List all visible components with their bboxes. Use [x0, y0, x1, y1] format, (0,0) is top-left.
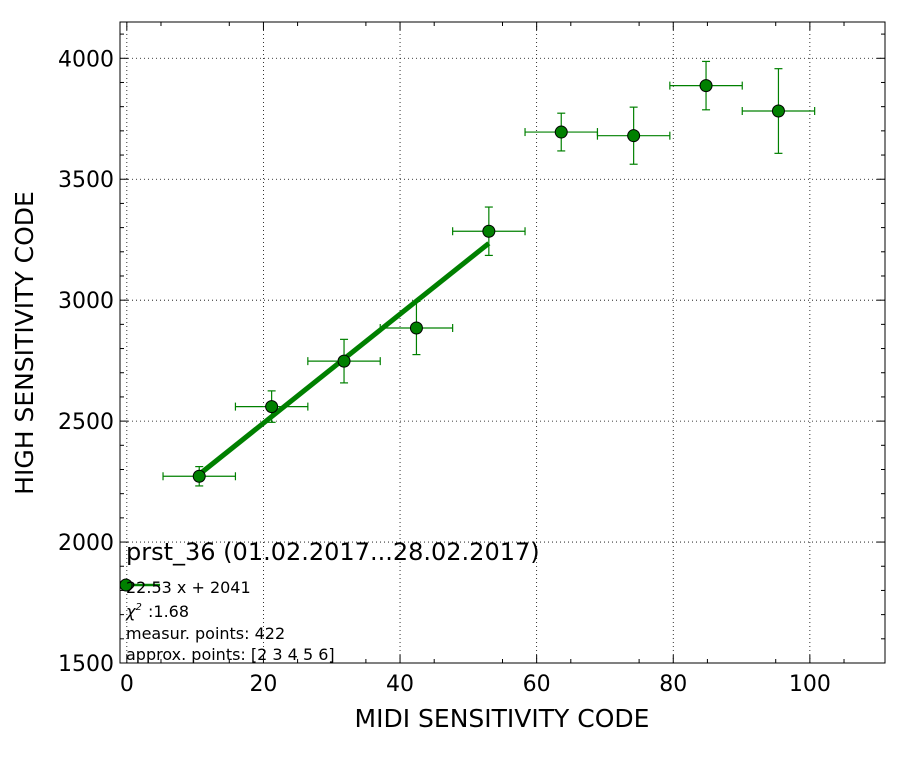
data-point: [192, 469, 206, 483]
grid: [120, 22, 885, 664]
fit-equation: 22.53 x + 2041: [126, 578, 251, 597]
data-point: [265, 400, 279, 414]
y-tick-label: 3000: [58, 289, 114, 314]
minor-ticks: [120, 22, 885, 663]
x-tick-label: 80: [659, 672, 687, 697]
approx-points: approx. points: [2 3 4 5 6]: [126, 645, 335, 664]
data-point: [554, 125, 568, 139]
x-tick-label: 0: [120, 672, 134, 697]
data-point: [409, 321, 423, 335]
x-tick-label: 60: [523, 672, 551, 697]
x-tick-label: 40: [386, 672, 414, 697]
x-tick-label: 20: [249, 672, 277, 697]
plot-background: [120, 22, 885, 663]
measur-points: measur. points: 422: [126, 624, 285, 643]
y-tick-label: 3500: [58, 168, 114, 193]
major-ticks: [120, 22, 885, 664]
data-point: [482, 224, 496, 238]
y-axis-title: HIGH SENSITIVITY CODE: [10, 191, 39, 495]
data-point: [337, 354, 351, 368]
data-point: [699, 79, 713, 93]
chi2-value: :1.68: [148, 602, 189, 621]
data-point: [771, 104, 785, 118]
x-tick-label: 100: [789, 672, 831, 697]
y-tick-label: 1500: [58, 652, 114, 677]
axes-frame: [119, 21, 886, 664]
annotation-title: prst_36 (01.02.2017...28.02.2017): [126, 538, 540, 566]
data-point: [627, 129, 641, 143]
x-tick-labels: 0 20 40 60 80 100: [120, 672, 831, 697]
points: [192, 79, 785, 483]
x-axis-title: MIDI SENSITIVITY CODE: [355, 704, 650, 733]
y-tick-labels: 1500 2000 2500 3000 3500 4000: [58, 47, 114, 677]
y-tick-label: 2500: [58, 410, 114, 435]
y-tick-label: 4000: [58, 47, 114, 72]
y-tick-label: 2000: [58, 531, 114, 556]
